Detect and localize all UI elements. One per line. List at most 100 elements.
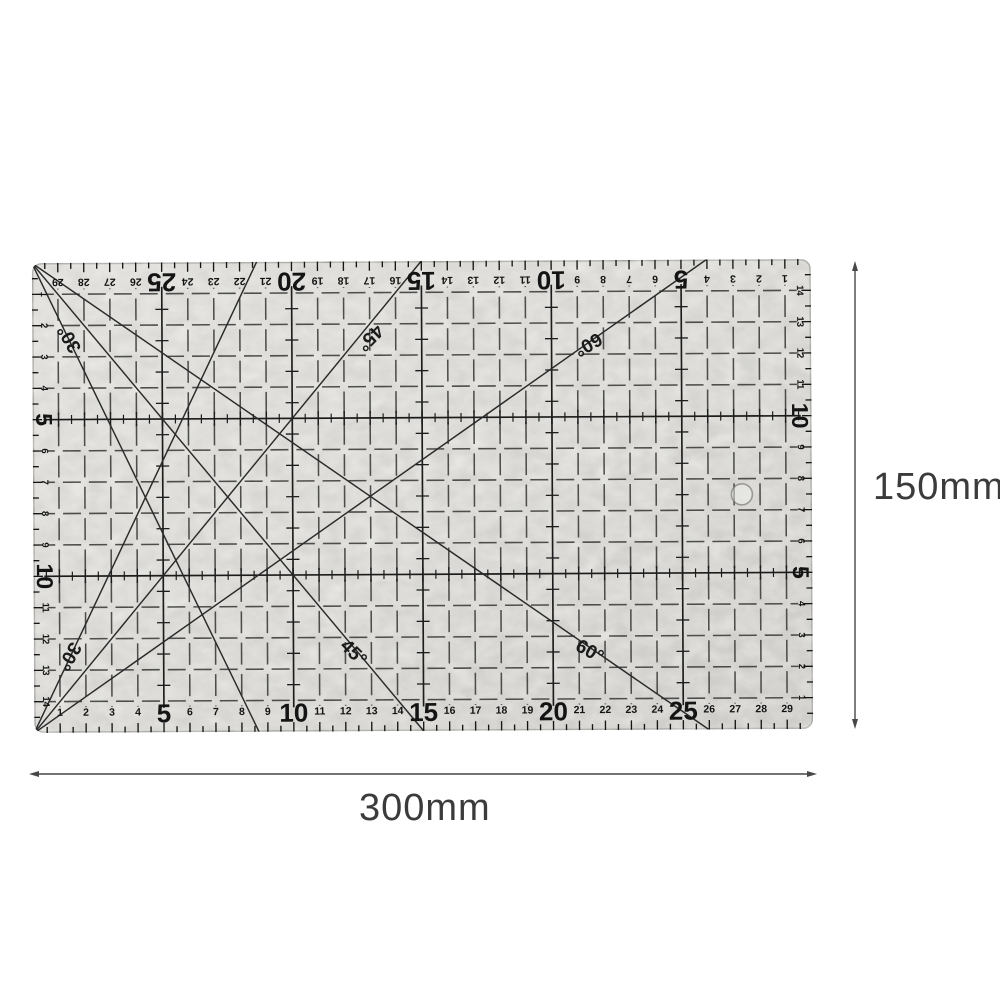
hanging-hole [730,483,754,506]
svg-text:12: 12 [40,634,51,645]
svg-text:24: 24 [651,704,663,716]
svg-text:19: 19 [522,704,534,716]
svg-text:20: 20 [277,267,306,297]
svg-text:23: 23 [625,704,637,716]
svg-text:19: 19 [311,275,323,287]
svg-text:6: 6 [795,538,806,543]
svg-text:8: 8 [239,706,245,718]
svg-text:4: 4 [704,272,710,284]
svg-text:17: 17 [363,274,375,286]
svg-text:21: 21 [260,275,272,287]
svg-text:24: 24 [182,275,194,287]
svg-text:9: 9 [795,444,806,449]
width-dimension-arrow [29,771,817,777]
svg-text:20: 20 [539,696,568,726]
svg-text:28: 28 [78,276,90,288]
svg-text:15: 15 [407,266,436,296]
svg-text:26: 26 [703,703,715,715]
height-dimension-label: 150mm [873,466,1000,508]
svg-text:6: 6 [39,448,50,453]
svg-text:9: 9 [265,706,271,718]
ruler-graphic: 1234567891011121314151617181920212223242… [31,258,814,734]
svg-text:7: 7 [626,273,632,285]
svg-text:29: 29 [781,703,793,715]
svg-text:28: 28 [755,703,767,715]
svg-text:22: 22 [600,704,612,716]
svg-text:7: 7 [795,507,806,512]
svg-text:1: 1 [57,707,63,719]
svg-text:10: 10 [787,403,813,429]
svg-text:14: 14 [40,696,51,707]
svg-text:13: 13 [40,665,51,676]
svg-text:26: 26 [130,275,142,287]
width-dimension-label: 300mm [359,787,491,829]
scale-numbers: 1234567891011121314151617181920212223242… [32,265,813,729]
svg-text:22: 22 [234,275,246,287]
arrow-up-icon [852,261,858,271]
angle-lines [31,258,710,734]
svg-text:7: 7 [213,706,219,718]
svg-text:7: 7 [39,480,50,485]
svg-text:5: 5 [157,698,172,728]
svg-text:6: 6 [187,706,193,718]
svg-text:1: 1 [782,272,788,284]
svg-text:25: 25 [147,267,176,297]
svg-text:5: 5 [32,413,57,426]
svg-text:2: 2 [83,707,89,719]
svg-text:25: 25 [669,696,698,726]
svg-text:15: 15 [409,697,438,727]
svg-text:18: 18 [496,705,508,717]
svg-text:1: 1 [38,292,49,298]
svg-text:12: 12 [493,274,505,286]
svg-text:10: 10 [279,698,308,728]
edge-ticks [31,259,814,733]
svg-text:17: 17 [470,705,482,717]
svg-text:14: 14 [392,705,404,717]
svg-text:2: 2 [796,664,807,669]
svg-text:14: 14 [794,285,805,296]
svg-text:3: 3 [109,707,115,719]
height-dimension-arrow [852,261,858,729]
svg-text:4: 4 [796,601,807,607]
svg-text:11: 11 [40,603,51,614]
svg-text:27: 27 [729,703,741,715]
svg-text:3: 3 [730,272,736,284]
svg-text:6: 6 [652,273,658,285]
svg-text:3: 3 [38,354,49,359]
svg-text:8: 8 [39,511,50,516]
svg-text:1: 1 [796,695,807,701]
svg-text:13: 13 [467,274,479,286]
svg-text:5: 5 [674,265,689,295]
quilting-ruler: 1 2 3 4 5 6 7 8 9 10 11 12 13 14 15 16 17 18 19 20 21 22 23 24 2… [31,258,814,734]
svg-text:10: 10 [32,563,58,589]
svg-text:29: 29 [52,276,64,288]
svg-text:13: 13 [794,316,805,327]
grid-solid [43,284,802,708]
svg-text:11: 11 [519,273,530,285]
svg-text:16: 16 [444,705,456,717]
svg-text:11: 11 [314,706,325,718]
svg-text:11: 11 [794,379,805,390]
svg-text:9: 9 [39,542,50,547]
svg-text:2: 2 [38,323,49,328]
svg-text:13: 13 [366,705,378,717]
svg-text:12: 12 [340,705,352,717]
arrow-down-icon [852,719,858,729]
svg-text:27: 27 [104,276,116,288]
svg-text:23: 23 [208,275,220,287]
svg-text:18: 18 [337,274,349,286]
grid-dashed [46,284,799,708]
svg-text:21: 21 [574,704,586,716]
svg-text:10: 10 [537,265,566,295]
arrow-left-icon [29,771,39,777]
svg-text:8: 8 [795,476,806,481]
svg-text:4: 4 [38,386,49,392]
svg-text:8: 8 [600,273,606,285]
arrow-right-icon [807,771,817,777]
svg-text:14: 14 [441,274,453,286]
svg-text:3: 3 [796,632,807,637]
svg-text:4: 4 [135,706,141,718]
svg-text:9: 9 [574,273,580,285]
svg-text:2: 2 [756,272,762,284]
